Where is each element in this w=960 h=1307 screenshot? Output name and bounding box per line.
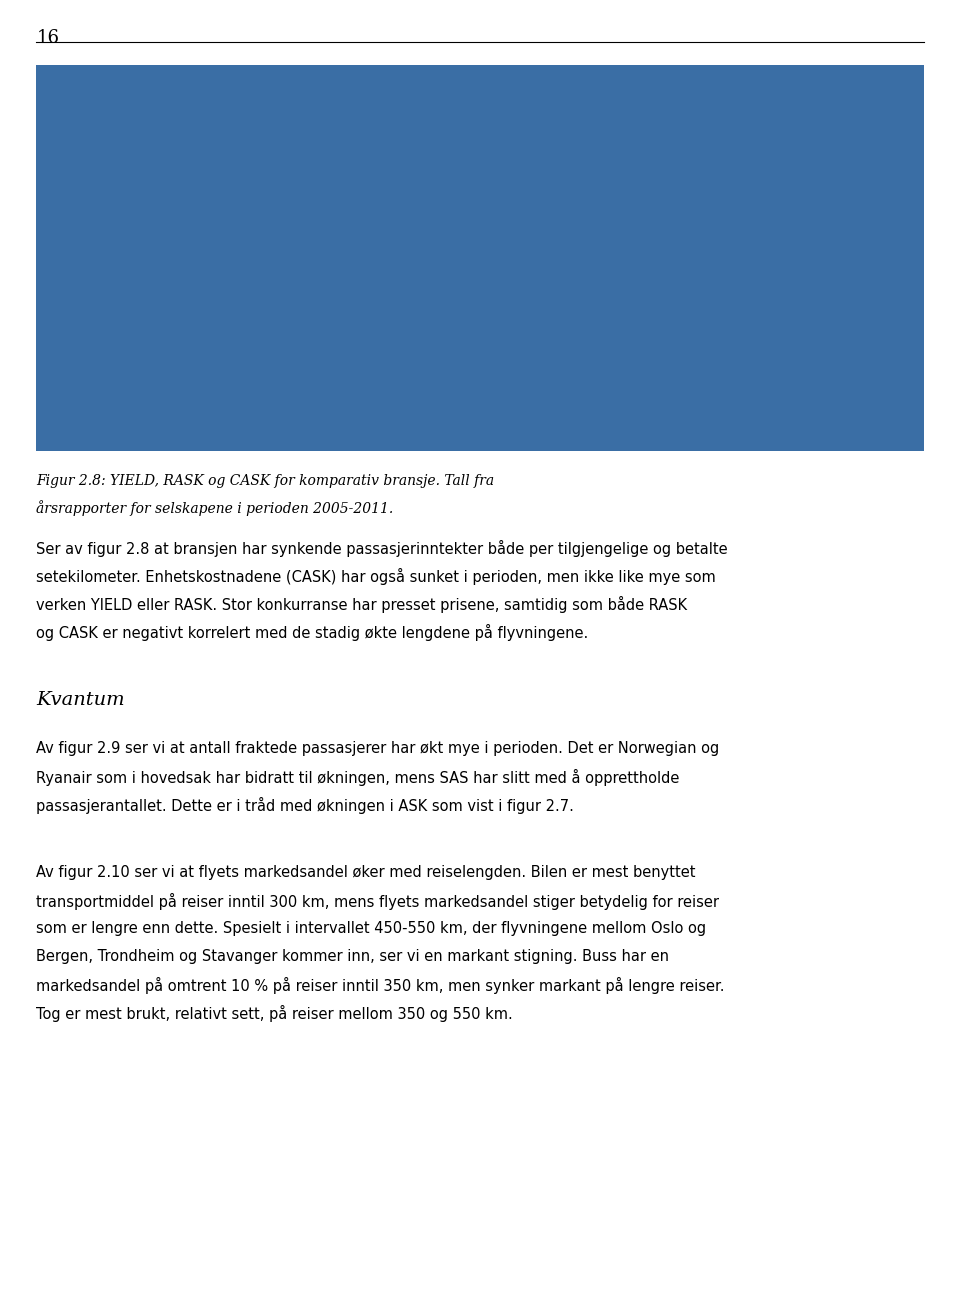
Text: markedsandel på omtrent 10 % på reiser inntil 350 km, men synker markant på leng: markedsandel på omtrent 10 % på reiser i… — [36, 976, 725, 995]
Text: Figur 2.8: YIELD, RASK og CASK for komparativ bransje. Tall fra: Figur 2.8: YIELD, RASK og CASK for kompa… — [36, 474, 494, 489]
Text: Kvantum: Kvantum — [36, 691, 125, 710]
Legend: YIELD, RASK, CASK: YIELD, RASK, CASK — [724, 193, 823, 297]
Text: Tog er mest brukt, relativt sett, på reiser mellom 350 og 550 km.: Tog er mest brukt, relativt sett, på rei… — [36, 1005, 514, 1022]
Text: setekilometer. Enhetskostnadene (CASK) har også sunket i perioden, men ikke like: setekilometer. Enhetskostnadene (CASK) h… — [36, 567, 716, 586]
Text: Ryanair som i hovedsak har bidratt til økningen, mens SAS har slitt med å oppret: Ryanair som i hovedsak har bidratt til ø… — [36, 769, 680, 787]
Text: verken YIELD eller RASK. Stor konkurranse har presset prisene, samtidig som både: verken YIELD eller RASK. Stor konkurrans… — [36, 596, 687, 613]
Text: Av figur 2.10 ser vi at flyets markedsandel øker med reiselengden. Bilen er mest: Av figur 2.10 ser vi at flyets markedsan… — [36, 865, 696, 880]
Text: passasjerantallet. Dette er i tråd med økningen i ASK som vist i figur 2.7.: passasjerantallet. Dette er i tråd med ø… — [36, 797, 574, 814]
Text: Bergen, Trondheim og Stavanger kommer inn, ser vi en markant stigning. Buss har : Bergen, Trondheim og Stavanger kommer in… — [36, 949, 669, 963]
Text: og CASK er negativt korrelert med de stadig økte lengdene på flyvningene.: og CASK er negativt korrelert med de sta… — [36, 625, 588, 642]
Text: transportmiddel på reiser inntil 300 km, mens flyets markedsandel stiger betydel: transportmiddel på reiser inntil 300 km,… — [36, 893, 719, 910]
Text: 16: 16 — [36, 29, 60, 47]
Text: Av figur 2.9 ser vi at antall fraktede passasjerer har økt mye i perioden. Det e: Av figur 2.9 ser vi at antall fraktede p… — [36, 741, 720, 755]
Text: som er lengre enn dette. Spesielt i intervallet 450-550 km, der flyvningene mell: som er lengre enn dette. Spesielt i inte… — [36, 920, 707, 936]
Y-axis label: NOK: NOK — [60, 235, 75, 273]
Text: årsrapporter for selskapene i perioden 2005-2011.: årsrapporter for selskapene i perioden 2… — [36, 501, 394, 516]
Text: Ser av figur 2.8 at bransjen har synkende passasjerinntekter både per tilgjengel: Ser av figur 2.8 at bransjen har synkend… — [36, 540, 728, 557]
